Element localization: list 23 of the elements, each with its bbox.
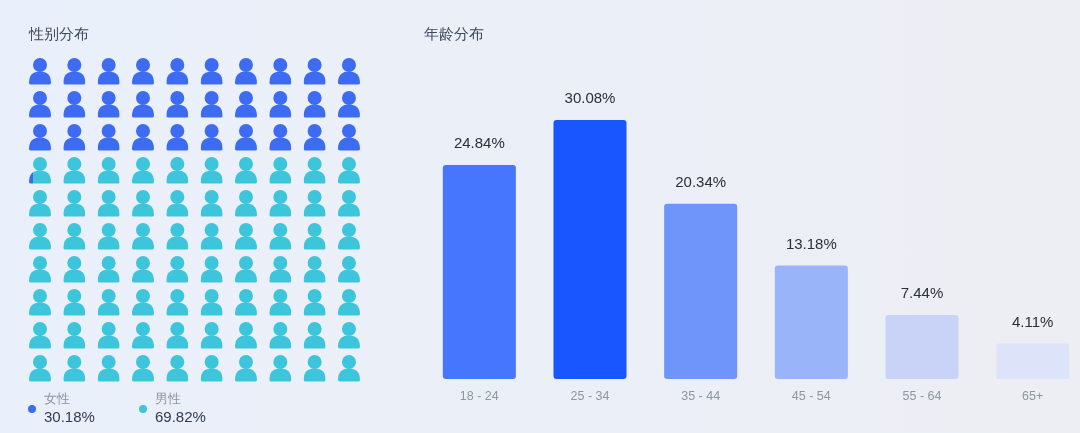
x-tick-label: 45 - 54	[791, 389, 831, 403]
text: 性别分布	[28, 25, 89, 42]
bar	[553, 120, 627, 379]
data-label: 24.84%	[453, 134, 505, 152]
x-tick-label: 35 - 44	[681, 389, 721, 403]
category-label: 女性	[44, 391, 70, 406]
data-label: 20.34%	[675, 172, 727, 190]
data-label: 13.18%	[785, 234, 837, 252]
data-label: 7.44%	[900, 283, 944, 301]
bar	[885, 314, 959, 379]
x-tick-label: 65+	[1022, 389, 1044, 403]
data-label: 30.18%	[44, 408, 95, 425]
bar	[774, 265, 848, 379]
data-label: 30.08%	[564, 89, 616, 106]
bar	[442, 165, 516, 379]
chart-title: 年龄分布	[424, 25, 484, 42]
category-label: 男性	[155, 391, 181, 406]
bar	[664, 203, 738, 379]
data-label: 69.82%	[155, 408, 206, 425]
x-tick-label: 18 - 24	[459, 389, 499, 403]
data-label: 4.11%	[1011, 312, 1054, 330]
x-tick-label: 25 - 34	[570, 389, 610, 403]
x-tick-label: 55 - 64	[902, 389, 942, 403]
